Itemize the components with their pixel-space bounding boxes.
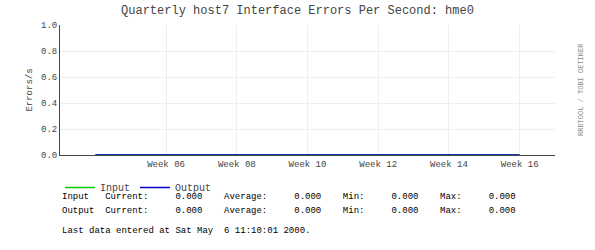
svg-text:0.4: 0.4 [41,99,57,109]
svg-text:Last data entered at Sat May: Last data entered at Sat May 6 11:10:01 … [62,226,310,236]
svg-text:0.6: 0.6 [41,73,57,83]
svg-text:Week 06: Week 06 [147,160,185,170]
svg-text:Input Current: 0.000: Input Current: 0.000 Average: 0.000 Min:… [62,192,516,202]
svg-text:RRDTOOL / TOBI OETIKER: RRDTOOL / TOBI OETIKER [577,43,585,136]
svg-text:Week 12: Week 12 [359,160,397,170]
svg-text:0.8: 0.8 [41,47,57,57]
svg-text:Input: Input [100,183,130,194]
svg-text:1.0: 1.0 [41,21,57,31]
svg-text:0.0: 0.0 [41,151,57,161]
svg-text:Quarterly host7 Interface Erro: Quarterly host7 Interface Errors Per Sec… [121,4,474,18]
svg-text:Week 08: Week 08 [218,160,256,170]
svg-text:Week 14: Week 14 [430,160,468,170]
svg-text:Week 10: Week 10 [289,160,327,170]
svg-text:Output: Output [175,183,211,194]
svg-text:Week 16: Week 16 [501,160,539,170]
svg-text:Output Current: 0.000: Output Current: 0.000 Average: 0.000 Min… [62,206,516,216]
svg-text:Errors/s: Errors/s [25,68,35,111]
svg-text:0.2: 0.2 [41,125,57,135]
